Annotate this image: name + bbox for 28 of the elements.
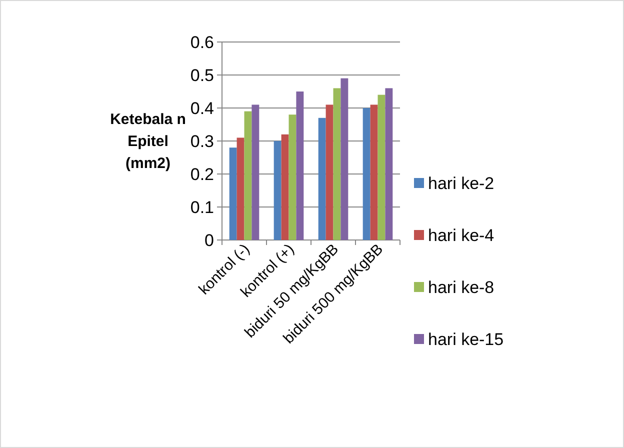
y-tick-label: 0.2: [190, 164, 214, 184]
y-tick-label: 0.5: [190, 66, 214, 85]
bar: [296, 92, 304, 240]
bar: [288, 114, 296, 240]
bar: [252, 104, 260, 240]
y-tick-label: 0.3: [190, 132, 214, 151]
bar: [385, 88, 393, 240]
bar: [281, 134, 289, 240]
bar: [362, 108, 370, 240]
y-tick-label: 0.6: [190, 32, 214, 52]
y-axis-title: Ketebala n Epitel (mm2): [110, 111, 186, 172]
bar: [326, 104, 334, 240]
y-tick-label: 0.4: [190, 98, 214, 118]
legend-label: hari ke-8: [428, 278, 494, 297]
bar: [274, 141, 282, 240]
bar: [340, 78, 348, 240]
bar: [318, 118, 326, 240]
bar: [333, 88, 341, 240]
legend-label: hari ke-15: [428, 330, 504, 349]
bar: [244, 111, 252, 240]
bar: [370, 104, 378, 240]
bar: [236, 138, 244, 240]
bar: [229, 148, 237, 240]
y-tick-label: 0.1: [190, 198, 214, 217]
bar: [378, 94, 386, 240]
legend-label: hari ke-4: [428, 226, 494, 245]
legend-label: hari ke-2: [428, 174, 494, 193]
y-tick-label: 0: [204, 230, 214, 250]
